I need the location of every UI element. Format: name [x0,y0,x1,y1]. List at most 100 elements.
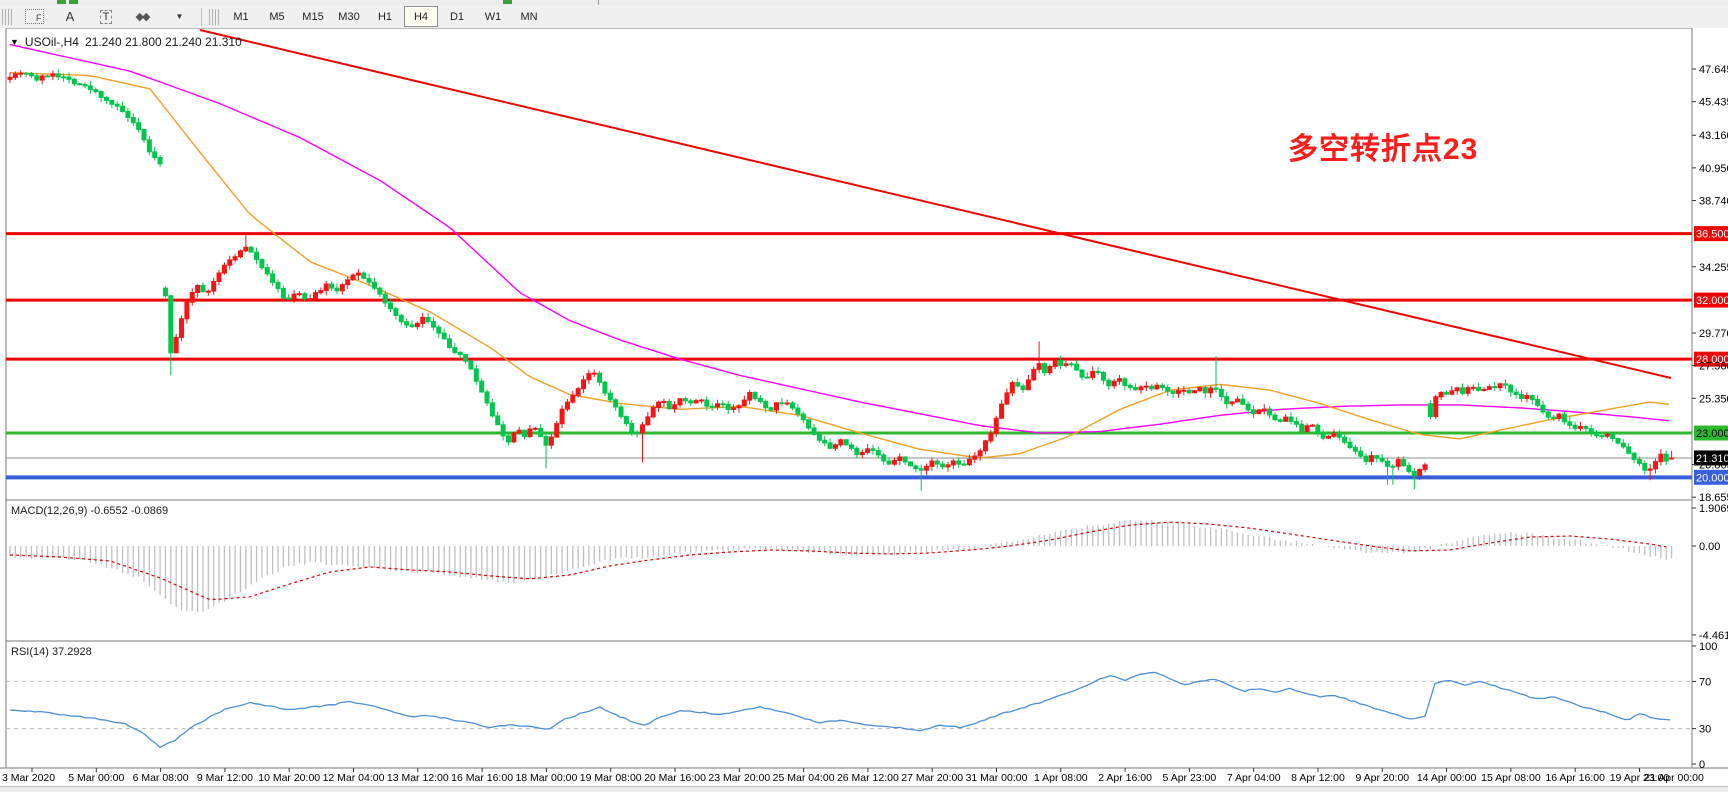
time-tick-label: 15 Apr 08:00 [1481,772,1541,784]
time-tick-label: 9 Apr 20:00 [1355,772,1409,784]
text-label-icon: A [65,9,75,24]
level-lines-layer: 36.500 32.000 28.000 23.000 21.310 20.000 [6,226,1728,485]
rsi-indicator-label: RSI(14) 37.2928 [11,646,92,658]
price-tick-label: 29.770 [1699,328,1728,340]
macd-tick-label: 1.9069 [1699,503,1728,515]
bottom-status-strip [0,786,1728,792]
timeframe-h4-button[interactable]: H4 [404,6,438,27]
timeframe-group: M1 M5 M15 M30 H1 H4 D1 W1 MN [223,6,547,27]
time-tick-label: 26 Mar 12:00 [837,772,899,784]
time-tick-label: 5 Apr 23:00 [1163,772,1217,784]
time-tick-label: 23 Mar 20:00 [708,772,770,784]
time-tick-label: 6 Mar 08:00 [133,772,189,784]
resistance-price-badge: 32.000 [1694,292,1728,308]
chinese-annotation-text: 多空转折点23 [1288,133,1479,166]
time-tick-label: 10 Mar 20:00 [258,772,320,784]
shapes-icon: ◆◆ [135,11,151,23]
rsi-tick-label: 70 [1699,676,1711,688]
time-tick-label: 27 Mar 20:00 [901,772,963,784]
price-tick-label: 34.255 [1699,262,1728,274]
price-tick-label: 38.740 [1699,196,1728,208]
candles-layer [7,69,1675,491]
time-tick-label: 9 Mar 12:00 [197,772,253,784]
toolbar-nub-icon [503,0,512,4]
time-tick-label: 7 Apr 04:00 [1227,772,1281,784]
resistance-price-badge: 36.500 [1694,226,1728,242]
toolbar-separator [598,0,599,5]
crosshair-group-icon-button[interactable]: F [17,6,51,27]
rsi-layer [6,671,1692,749]
toolbar-nub-icon [69,0,78,4]
timeframe-m30-button[interactable]: M30 [338,10,360,23]
toolbar-drag-handle[interactable] [209,8,219,25]
time-tick-label: 12 Mar 04:00 [323,772,385,784]
slow-ma-line [9,43,1670,434]
shapes-dropdown-caret[interactable]: ▼ [175,12,184,21]
time-tick-label: 16 Apr 16:00 [1545,772,1605,784]
toolbar-separator [201,7,202,26]
macd-layer [9,519,1673,612]
macd-indicator-label: MACD(12,26,9) -0.6552 -0.0869 [11,505,169,517]
macd-tick-label: 0.00 [1699,541,1720,553]
time-tick-label: 20 Mar 16:00 [644,772,706,784]
price-tick-label: 40.950 [1699,163,1728,175]
svg-text:32.000: 32.000 [1696,295,1728,307]
svg-text:21.310: 21.310 [1696,453,1728,465]
time-tick-label: 3 Mar 2020 [2,772,55,784]
price-tick-label: 45.435 [1699,97,1728,109]
chart-canvas[interactable]: 36.50032.00028.00023.00021.31020.00047.6… [0,28,1728,792]
timeframe-mn-button[interactable]: MN [520,10,538,23]
text-label-icon-button[interactable]: A [53,6,87,27]
text-box-icon-button[interactable]: T [89,6,123,27]
ohlc-values: 21.240 21.800 21.240 21.310 [84,35,242,49]
chart-ohlc-title: ▼ USOil-,H4 21.240 21.800 21.240 21.310 [10,35,242,49]
time-tick-label: 21 Apr 00:00 [1644,772,1704,784]
timeframe-m1-button[interactable]: M1 [233,10,249,23]
timeframe-m15-button[interactable]: M15 [302,10,324,23]
price-axis: 47.645 45.435 43.160 40.950 38.740 34.255 29.7… [1692,64,1728,771]
time-tick-label: 8 Apr 12:00 [1291,772,1345,784]
toolbar-drag-handle[interactable] [2,8,12,25]
chart-window: 36.500 32.000 28.000 23.000 21.310 20.000 47.6… [0,28,1728,792]
fast-ma-line [9,71,1670,459]
time-tick-label: 18 Mar 00:00 [515,772,577,784]
price-tick-label: 43.160 [1699,130,1728,142]
crosshair-group-icon: F [24,9,44,24]
price-tick-label: 20.865 [1699,460,1728,472]
descending-trendline [199,29,1672,379]
drawing-tools-group: F A T ◆◆ [16,6,160,27]
svg-text:28.000: 28.000 [1696,354,1728,366]
time-tick-label: 16 Mar 16:00 [451,772,513,784]
time-tick-label: 14 Apr 00:00 [1417,772,1477,784]
symbol-period-label: USOil-,H4 [24,35,79,49]
timeframe-w1-button[interactable]: W1 [484,10,502,23]
svg-text:23.000: 23.000 [1696,428,1728,440]
charts-toolbar: F A T ◆◆ ▼ M1 M5 M15 M30 H1 H4 D1 W1 MN [0,5,1728,29]
timeframe-m5-button[interactable]: M5 [269,10,285,23]
rsi-line [9,671,1671,749]
svg-text:20.000: 20.000 [1696,472,1728,484]
toolbar-nub-icon [57,0,66,4]
timeframe-d1-button[interactable]: D1 [449,10,465,23]
price-tick-label: 27.560 [1699,361,1728,373]
macd-tick-label: -4.4614 [1699,630,1728,642]
support-price-badge: 20.000 [1694,469,1728,485]
price-tick-label: 18.655 [1699,492,1728,504]
time-tick-label: 1 Apr 08:00 [1034,772,1088,784]
rsi-tick-label: 100 [1699,641,1717,653]
shapes-icon-button[interactable]: ◆◆ [125,6,159,27]
macd-pane-border [5,499,1693,642]
time-axis: 3 Mar 2020 5 Mar 00:00 6 Mar 08:00 9 Mar 12… [2,768,1704,784]
time-tick-label: 19 Mar 08:00 [580,772,642,784]
one-click-trading-icon[interactable]: ▼ [10,37,19,47]
time-tick-label: 2 Apr 16:00 [1098,772,1152,784]
svg-text:36.500: 36.500 [1696,229,1728,241]
time-tick-label: 31 Mar 00:00 [966,772,1028,784]
time-tick-label: 13 Mar 12:00 [387,772,449,784]
resistance-price-badge: 28.000 [1694,351,1728,367]
rsi-tick-label: 30 [1699,724,1711,736]
rsi-tick-label: 0 [1699,759,1705,771]
timeframe-h1-button[interactable]: H1 [377,10,393,23]
time-tick-label: 5 Mar 00:00 [68,772,124,784]
